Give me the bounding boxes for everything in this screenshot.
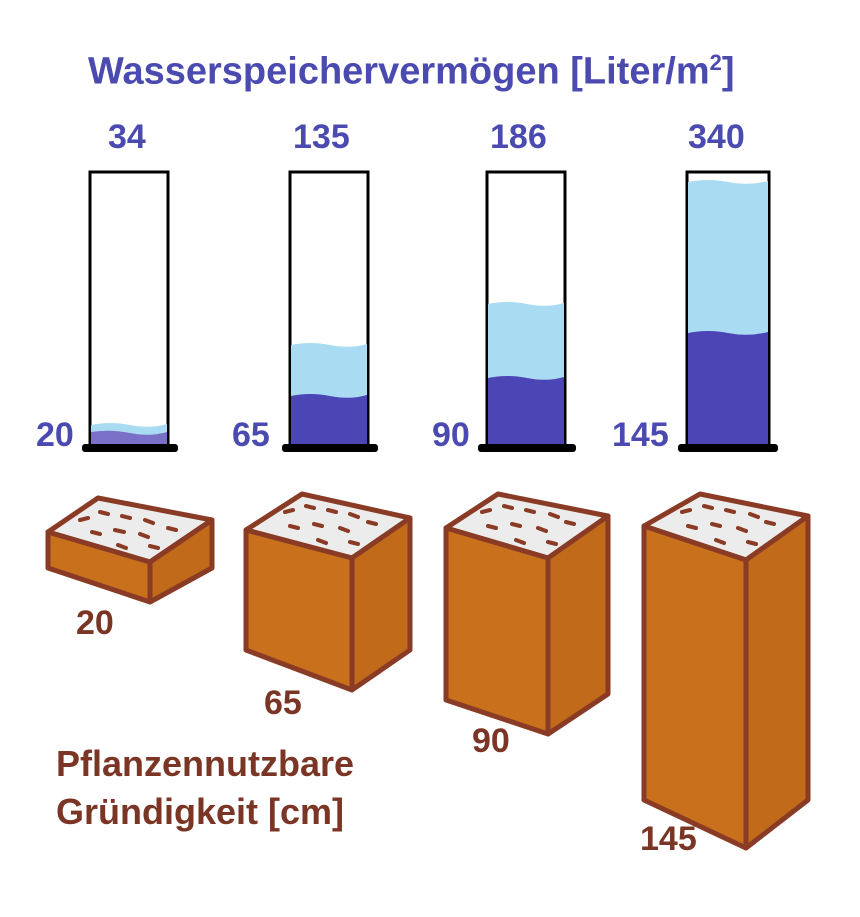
cylinder-base xyxy=(282,444,378,452)
capacity-label-3: 186 xyxy=(490,118,547,156)
depth-fill xyxy=(91,430,167,447)
caption-line-1: Pflanzennutzbare xyxy=(56,743,355,784)
cylinder-base xyxy=(678,444,778,452)
block-label-3: 90 xyxy=(472,722,510,760)
soil-block-3 xyxy=(443,491,611,737)
block-label-4: 145 xyxy=(640,820,697,858)
caption-line-2: Gründigkeit [cm] xyxy=(56,791,345,832)
capacity-label-4: 340 xyxy=(688,118,745,156)
depth-caption: Pflanzennutzbare Gründigkeit [cm] xyxy=(56,740,354,836)
depth-label-1: 20 xyxy=(36,416,74,454)
capacity-label-2: 135 xyxy=(293,118,350,156)
cylinder-base xyxy=(478,444,576,452)
soil-block-2 xyxy=(243,491,413,693)
cylinder-base xyxy=(82,444,178,452)
block-label-2: 65 xyxy=(264,684,302,722)
soil-block-4 xyxy=(641,491,811,851)
water-cylinder-4 xyxy=(678,170,778,452)
water-cylinder-3 xyxy=(478,170,576,452)
block-label-1: 20 xyxy=(76,604,114,642)
water-cylinder-1 xyxy=(82,170,178,452)
depth-fill xyxy=(291,394,367,447)
depth-label-3: 90 xyxy=(432,416,470,454)
capacity-label-1: 34 xyxy=(108,118,146,156)
chart-title: Wasserspeichervermögen [Liter/m2] xyxy=(88,50,735,93)
depth-fill xyxy=(488,376,564,447)
depth-fill xyxy=(688,331,768,447)
water-cylinder-2 xyxy=(282,170,378,452)
depth-label-2: 65 xyxy=(232,416,270,454)
soil-block-1 xyxy=(45,495,215,605)
depth-label-4: 145 xyxy=(612,416,669,454)
